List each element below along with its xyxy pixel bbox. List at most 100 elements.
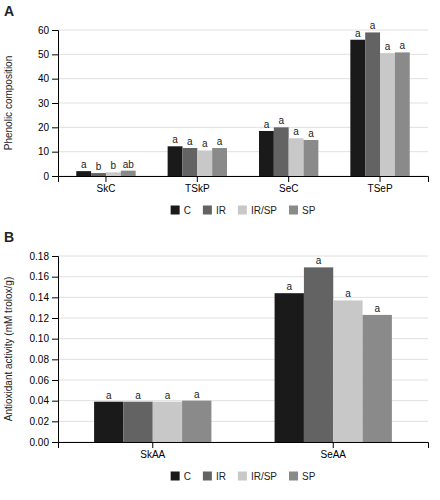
- bar-letter: a: [278, 115, 284, 126]
- legend-label: SP: [302, 205, 316, 216]
- bar: [121, 171, 136, 176]
- series: [91, 32, 380, 176]
- bar: [275, 293, 304, 442]
- tick: 20: [38, 122, 58, 133]
- tick: 50: [38, 49, 58, 60]
- bar-letter: a: [135, 390, 141, 401]
- tick-label: SeAA: [320, 449, 346, 460]
- tick: SeC: [279, 176, 298, 194]
- legend-swatch: [289, 472, 298, 481]
- axis-line: [59, 177, 429, 183]
- bar: [123, 402, 152, 442]
- bar: [153, 402, 182, 442]
- tick-label: 0.04: [30, 395, 50, 406]
- legend-item: C: [171, 471, 191, 482]
- tick-label: SeC: [279, 183, 298, 194]
- tick-mark: [52, 359, 58, 360]
- tick-label: 50: [38, 49, 50, 60]
- tick-label: 0.18: [30, 251, 50, 262]
- bars: [94, 267, 392, 442]
- tick: 0.00: [30, 437, 58, 448]
- series: [153, 300, 363, 442]
- tick: 0.18: [30, 251, 58, 262]
- tick-mark: [52, 127, 58, 128]
- tick-mark: [288, 176, 289, 182]
- legend-label: SP: [302, 471, 316, 482]
- tick-mark: [52, 421, 58, 422]
- legend-swatch: [171, 472, 180, 481]
- legend-swatch: [238, 206, 247, 215]
- bar-letter: a: [374, 303, 380, 314]
- panel-title: A: [4, 3, 14, 19]
- legend-item: SP: [289, 471, 316, 482]
- panel: 0102030405060SkCTSkPSeCTSePaaaabaaabaaaa…: [3, 3, 429, 216]
- tick-mark: [52, 152, 58, 153]
- tick-mark: [52, 339, 58, 340]
- bar: [363, 315, 392, 442]
- tick: 0.10: [30, 333, 58, 344]
- legend-item: IR/SP: [238, 471, 277, 482]
- bar: [365, 32, 380, 176]
- bar-letter: a: [345, 288, 351, 299]
- legend: C IR IR/SP SP: [171, 471, 316, 482]
- legend-item: IR: [203, 471, 226, 482]
- series: [94, 293, 304, 442]
- legend-item: IR: [203, 205, 226, 216]
- bar-letters: aaaaaaaa: [106, 255, 380, 400]
- tick-mark: [52, 380, 58, 381]
- tick-mark: [52, 256, 58, 257]
- bar-letter: a: [194, 389, 200, 400]
- bar-letter: a: [355, 28, 361, 39]
- axis-line: [52, 31, 59, 177]
- bar: [304, 140, 319, 176]
- y-axis: 0102030405060: [38, 25, 59, 182]
- tick-mark: [52, 442, 58, 443]
- legend-label: IR/SP: [251, 471, 277, 482]
- tick: TSeP: [368, 176, 393, 194]
- tick-mark: [380, 176, 381, 182]
- tick: SeAA: [320, 442, 346, 460]
- legend-swatch: [171, 206, 180, 215]
- y-axis-title: Phenolic composition: [3, 56, 14, 151]
- tick-label: 0.06: [30, 375, 50, 386]
- bar-letter: a: [400, 40, 406, 51]
- tick-mark: [52, 277, 58, 278]
- tick-mark: [52, 103, 58, 104]
- bar-letter: a: [385, 41, 391, 52]
- axis-line: [59, 443, 429, 449]
- bar: [106, 172, 121, 176]
- bar: [274, 127, 289, 176]
- y-axis-title: Antioxidant activity (mM trolox/g): [3, 277, 14, 422]
- tick-mark: [52, 297, 58, 298]
- grid: [58, 256, 428, 442]
- bar: [182, 148, 197, 176]
- tick: 0.08: [30, 354, 58, 365]
- bar: [76, 171, 91, 176]
- tick-mark: [52, 30, 58, 31]
- bar-letter: ab: [123, 159, 135, 170]
- tick: SkC: [97, 176, 116, 194]
- legend-item: IR/SP: [238, 205, 277, 216]
- tick-mark: [52, 318, 58, 319]
- tick-label: 0: [43, 171, 49, 182]
- bar-letter: b: [96, 161, 102, 172]
- tick: 0.04: [30, 395, 58, 406]
- grid: [58, 30, 428, 176]
- tick: 0.12: [30, 313, 58, 324]
- series: [121, 52, 410, 176]
- legend-label: IR: [216, 205, 226, 216]
- legend-swatch: [289, 206, 298, 215]
- tick: 40: [38, 73, 58, 84]
- bar: [289, 138, 304, 176]
- grid-line: [58, 256, 428, 257]
- tick-label: 0.10: [30, 333, 50, 344]
- grid-line: [58, 276, 428, 277]
- bar-letter: b: [111, 160, 117, 171]
- bar: [380, 53, 395, 176]
- bar-letter: a: [316, 255, 322, 266]
- tick-label: 0.00: [30, 437, 50, 448]
- tick: 0.16: [30, 271, 58, 282]
- panel: 0.000.020.040.060.080.100.120.140.160.18…: [3, 229, 429, 482]
- bar-letter: a: [217, 136, 223, 147]
- tick-mark: [52, 176, 58, 177]
